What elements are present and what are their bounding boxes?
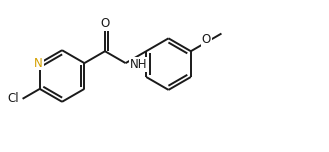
Text: O: O bbox=[202, 33, 211, 47]
Text: Cl: Cl bbox=[8, 92, 19, 105]
Text: N: N bbox=[34, 57, 43, 70]
Text: NH: NH bbox=[130, 58, 148, 71]
Text: O: O bbox=[100, 17, 110, 30]
